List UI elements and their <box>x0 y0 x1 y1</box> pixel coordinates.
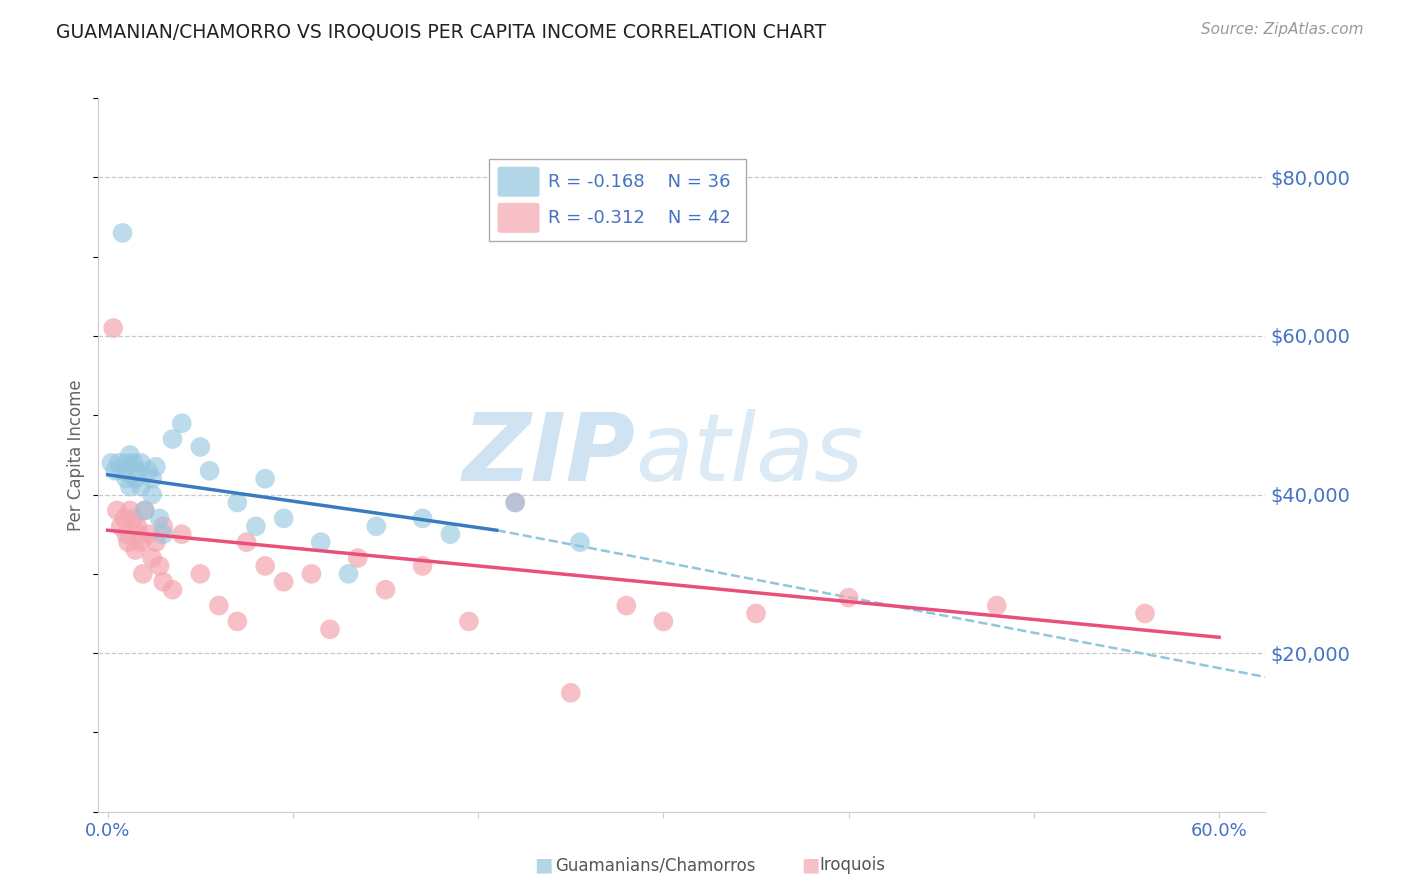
Point <box>162 582 184 597</box>
Point <box>652 615 675 629</box>
Point <box>162 432 184 446</box>
Point <box>439 527 461 541</box>
Point <box>127 519 149 533</box>
Point <box>152 519 174 533</box>
Point <box>134 503 156 517</box>
Y-axis label: Per Capita Income: Per Capita Income <box>67 379 86 531</box>
Text: ZIP: ZIP <box>463 409 636 501</box>
Point <box>152 527 174 541</box>
Point <box>188 440 211 454</box>
Point <box>560 686 582 700</box>
Point <box>412 558 434 573</box>
Point <box>208 599 231 613</box>
Point <box>100 456 122 470</box>
Point <box>138 527 160 541</box>
Point <box>152 574 174 589</box>
Point <box>148 511 170 525</box>
Point <box>254 472 277 486</box>
Point <box>127 464 149 478</box>
Point <box>141 472 163 486</box>
Point <box>145 535 167 549</box>
Point <box>122 456 145 470</box>
Point <box>569 535 592 549</box>
Point <box>745 607 768 621</box>
Point <box>1133 607 1156 621</box>
Point <box>128 527 150 541</box>
FancyBboxPatch shape <box>498 167 540 197</box>
Point <box>273 511 295 525</box>
Point <box>457 615 479 629</box>
Point <box>319 623 342 637</box>
Point <box>503 495 526 509</box>
Point <box>104 464 127 478</box>
Point <box>124 472 146 486</box>
Point <box>124 543 146 558</box>
Point <box>309 535 332 549</box>
Text: GUAMANIAN/CHAMORRO VS IROQUOIS PER CAPITA INCOME CORRELATION CHART: GUAMANIAN/CHAMORRO VS IROQUOIS PER CAPIT… <box>56 22 827 41</box>
Point <box>110 519 132 533</box>
Point <box>111 464 134 478</box>
Point <box>412 511 434 525</box>
Point <box>141 551 163 566</box>
Point <box>170 416 193 430</box>
Text: Guamanians/Chamorros: Guamanians/Chamorros <box>555 856 756 874</box>
Point <box>112 511 135 525</box>
Point <box>374 582 396 597</box>
Point <box>138 464 160 478</box>
Point <box>188 566 211 581</box>
Point <box>170 527 193 541</box>
Point <box>118 480 141 494</box>
Point <box>105 503 128 517</box>
Point <box>115 527 138 541</box>
Text: R = -0.312    N = 42: R = -0.312 N = 42 <box>548 209 731 227</box>
Point <box>226 615 249 629</box>
Point <box>245 519 267 533</box>
Point <box>132 566 155 581</box>
Point <box>134 503 156 517</box>
Point <box>115 456 138 470</box>
Text: Iroquois: Iroquois <box>820 856 886 874</box>
Point <box>198 464 221 478</box>
FancyBboxPatch shape <box>498 202 540 233</box>
Text: ■: ■ <box>534 855 553 875</box>
Point <box>115 472 138 486</box>
FancyBboxPatch shape <box>489 159 747 241</box>
Point <box>226 495 249 509</box>
Point <box>986 599 1008 613</box>
Point <box>366 519 388 533</box>
Point <box>145 459 167 474</box>
Point <box>273 574 295 589</box>
Point <box>614 599 637 613</box>
Point <box>141 487 163 501</box>
Text: ■: ■ <box>801 855 820 875</box>
Point <box>254 558 277 573</box>
Text: atlas: atlas <box>636 409 863 500</box>
Point <box>235 535 257 549</box>
Point <box>148 558 170 573</box>
Point <box>118 448 141 462</box>
Point <box>503 495 526 509</box>
Point <box>122 511 145 525</box>
Point <box>111 226 134 240</box>
Point <box>838 591 860 605</box>
Point <box>117 535 139 549</box>
Point <box>129 480 152 494</box>
Text: R = -0.168    N = 36: R = -0.168 N = 36 <box>548 173 730 191</box>
Point <box>129 535 152 549</box>
Text: Source: ZipAtlas.com: Source: ZipAtlas.com <box>1201 22 1364 37</box>
Point <box>129 456 152 470</box>
Point <box>118 503 141 517</box>
Point <box>107 456 129 470</box>
Point <box>337 566 360 581</box>
Point <box>346 551 368 566</box>
Point <box>103 321 125 335</box>
Point <box>301 566 323 581</box>
